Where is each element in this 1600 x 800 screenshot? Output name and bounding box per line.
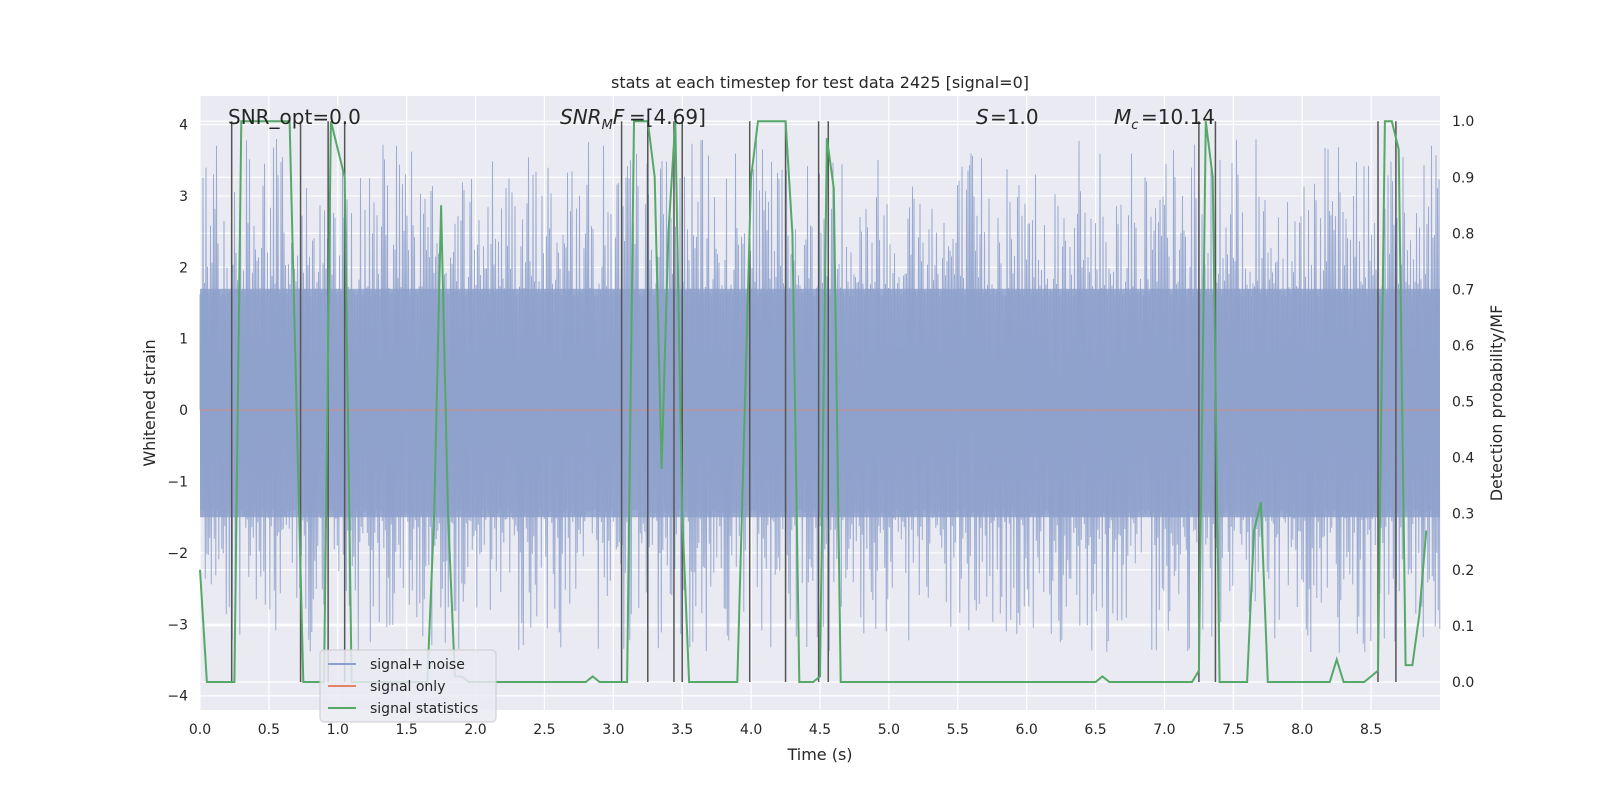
right-y-tick-label: 0.5 [1452,395,1474,411]
snr-opt-annotation: SNR_opt=0.0 [228,105,361,129]
signal-plus-noise-series [199,138,1441,653]
s-annotation: S =1.0 [976,105,1039,129]
legend: signal+ noise signal only signal statist… [319,649,497,723]
left-y-tick-label: 1 [179,332,188,348]
right-y-tick-label: 0.2 [1452,563,1474,579]
x-tick-label: 4.0 [740,722,762,738]
left-y-tick-label: −1 [167,475,188,491]
legend-label-noise: signal+ noise [370,657,465,673]
svg-text:=[4.69]: =[4.69] [629,105,706,129]
left-y-tick-label: 2 [179,260,188,276]
x-tick-label: 6.0 [1016,722,1038,738]
left-y-tick-label: −4 [167,689,188,705]
legend-label-signal-only: signal only [370,679,445,695]
right-y-tick-label: 0.0 [1452,675,1474,691]
x-tick-label: 5.5 [947,722,969,738]
right-y-tick-label: 0.1 [1452,619,1474,635]
left-y-axis-label: Whitened strain [140,339,159,466]
x-tick-label: 8.5 [1360,722,1382,738]
right-y-tick-label: 0.3 [1452,507,1474,523]
left-y-tick-label: 0 [179,403,188,419]
x-axis-ticks: 0.0 0.5 1.0 1.5 2.0 2.5 3.0 3.5 4.0 4.5 5.0 5.5 6.0 6… [189,722,1382,738]
svg-text:=10.14: =10.14 [1141,105,1215,129]
left-y-axis-ticks: −4 −3 −2 −1 0 1 2 3 4 [167,118,188,705]
right-y-tick-label: 1.0 [1452,114,1474,130]
x-tick-label: 3.0 [602,722,624,738]
x-tick-label: 2.0 [464,722,486,738]
x-axis-label: Time (s) [786,745,852,764]
vertical-markers [230,121,1397,682]
left-y-tick-label: −3 [167,617,188,633]
left-y-tick-label: −2 [167,546,188,562]
x-tick-label: 3.5 [671,722,693,738]
snr-mf-annotation: SNRMF =[4.69] [560,105,706,133]
right-y-axis-ticks: 0.0 0.1 0.2 0.3 0.4 0.5 0.6 0.7 0.8 0.9 1.0 [1452,114,1474,691]
svg-text:S: S [976,105,989,129]
right-y-tick-label: 0.7 [1452,282,1474,298]
svg-text:SNRMF: SNRMF [560,105,625,133]
left-y-tick-label: 4 [179,118,188,134]
legend-label-statistics: signal statistics [370,701,478,717]
x-tick-label: 8.0 [1291,722,1313,738]
x-tick-label: 4.5 [809,722,831,738]
right-y-tick-label: 0.8 [1452,226,1474,242]
x-tick-label: 7.0 [1153,722,1175,738]
x-tick-label: 0.5 [258,722,280,738]
x-tick-label: 7.5 [1222,722,1244,738]
x-tick-label: 6.5 [1084,722,1106,738]
right-y-tick-label: 0.4 [1452,451,1474,467]
x-tick-label: 1.5 [396,722,418,738]
x-tick-label: 1.0 [327,722,349,738]
svg-text:=1.0: =1.0 [990,105,1039,129]
right-y-tick-label: 0.9 [1452,170,1474,186]
x-tick-label: 2.5 [533,722,555,738]
mc-annotation: Mc =10.14 [1114,105,1215,133]
noise-trace [199,138,1441,653]
left-y-tick-label: 3 [179,189,188,205]
right-y-tick-label: 0.6 [1452,339,1474,355]
right-y-axis-label: Detection probability/MF [1487,305,1506,502]
signal-statistics-series [199,120,1428,683]
chart-title: stats at each timestep for test data 242… [611,73,1029,92]
x-tick-label: 0.0 [189,722,211,738]
x-tick-label: 5.0 [878,722,900,738]
